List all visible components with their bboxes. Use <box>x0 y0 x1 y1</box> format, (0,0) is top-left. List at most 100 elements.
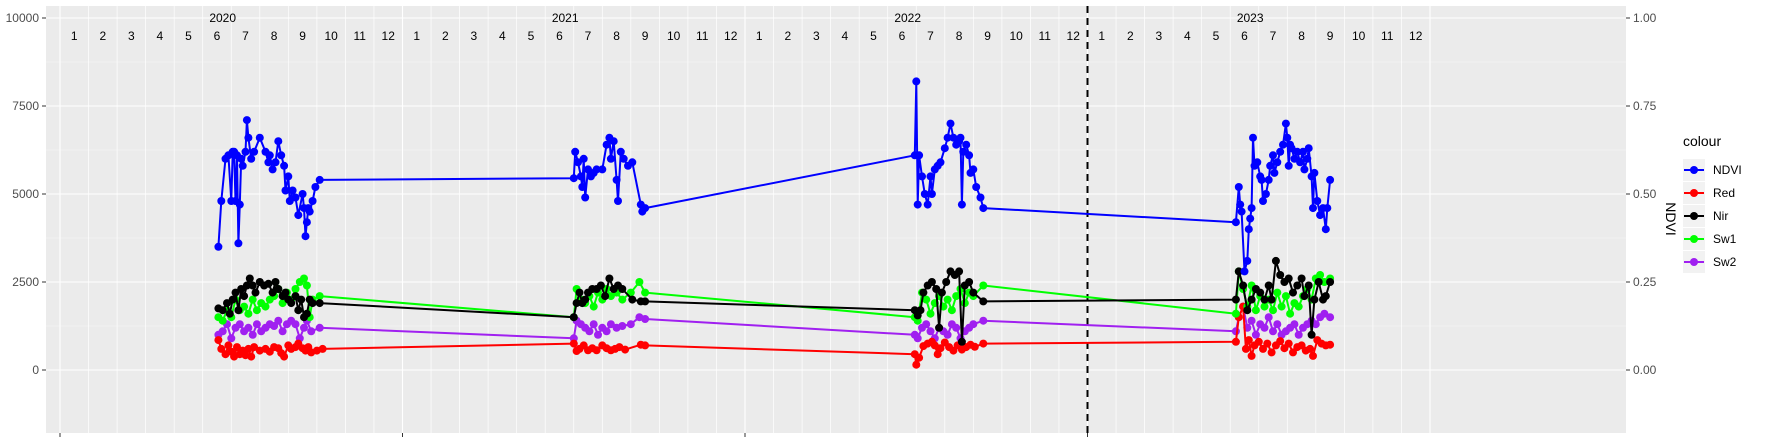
data-point-nir <box>308 299 317 308</box>
data-point-nir <box>315 299 324 308</box>
data-point-sw2 <box>606 320 615 329</box>
data-point-nir <box>245 274 254 283</box>
data-point-sw2 <box>1264 313 1273 322</box>
data-point-nir <box>1234 267 1243 276</box>
data-point-red <box>1259 344 1267 353</box>
data-point-ndvi <box>920 190 929 198</box>
data-point-sw2 <box>618 322 627 330</box>
data-point-sw1 <box>302 281 311 290</box>
data-point-ndvi <box>1296 158 1305 167</box>
data-point-sw2 <box>300 323 308 332</box>
data-point-sw2 <box>952 323 961 332</box>
data-point-nir <box>1307 330 1316 339</box>
month-label: 8 <box>956 29 963 43</box>
legend-title: colour <box>1683 133 1721 149</box>
month-label: 6 <box>1241 29 1248 43</box>
data-point-sw1 <box>1273 288 1282 297</box>
data-point-sw2 <box>1326 313 1335 322</box>
data-point-red <box>247 352 256 361</box>
data-point-ndvi <box>578 183 587 191</box>
data-point-ndvi <box>247 154 256 163</box>
month-label: 12 <box>382 29 396 43</box>
data-point-sw1 <box>261 302 270 311</box>
data-point-sw2 <box>926 327 935 336</box>
data-point-nir <box>297 295 306 304</box>
data-point-ndvi <box>915 151 924 160</box>
data-point-ndvi <box>1246 214 1255 223</box>
data-point-nir <box>1314 278 1323 286</box>
series-ndvi <box>214 77 1335 276</box>
legend-key-point <box>1690 189 1698 197</box>
year-label: 2020 <box>209 11 236 25</box>
month-label: 12 <box>1409 29 1423 43</box>
month-label: 5 <box>528 29 535 43</box>
data-point-red <box>936 344 945 353</box>
month-label: 11 <box>1038 29 1051 43</box>
data-point-ndvi <box>1236 200 1245 209</box>
data-point-sw2 <box>585 327 594 336</box>
data-point-sw2 <box>589 320 598 329</box>
right-axis-tick-label: 0.50 <box>1633 187 1657 201</box>
data-point-sw2 <box>602 327 611 336</box>
data-point-ndvi <box>641 204 650 213</box>
data-point-ndvi <box>579 154 588 163</box>
data-point-ndvi <box>277 151 286 160</box>
data-point-red <box>1306 344 1315 353</box>
month-label: 8 <box>271 29 278 43</box>
data-point-sw2 <box>1247 316 1256 325</box>
right-y-axis-title: NDVI <box>1663 202 1679 235</box>
month-label: 12 <box>724 29 738 43</box>
data-point-nir <box>1239 281 1248 290</box>
data-point-nir <box>927 278 936 286</box>
month-label: 4 <box>499 29 506 43</box>
data-point-sw1 <box>618 295 627 304</box>
data-point-ndvi <box>274 137 283 146</box>
data-point-ndvi <box>936 158 945 167</box>
data-point-sw1 <box>1286 309 1295 318</box>
year-labels: 2020 2021 2022 2023 <box>209 11 1264 25</box>
month-label: 5 <box>1213 29 1220 43</box>
month-label: 10 <box>1009 29 1023 43</box>
data-point-red <box>318 344 327 353</box>
data-point-nir <box>234 306 243 315</box>
data-point-sw2 <box>641 315 650 323</box>
month-label: 11 <box>353 29 366 43</box>
data-point-red <box>1231 337 1240 346</box>
data-point-ndvi <box>301 232 310 241</box>
series-layer <box>214 77 1335 369</box>
data-point-ndvi <box>315 175 324 184</box>
data-point-nir <box>218 306 227 315</box>
data-point-nir <box>1267 295 1276 304</box>
data-point-ndvi <box>969 165 978 174</box>
data-point-ndvi <box>1310 168 1319 177</box>
data-point-ndvi <box>1303 154 1312 163</box>
data-point-red <box>912 360 921 369</box>
data-point-red <box>621 345 630 354</box>
data-point-nir <box>572 299 581 308</box>
data-point-ndvi <box>250 147 259 156</box>
month-label: 1 <box>71 29 78 43</box>
data-point-ndvi <box>1316 211 1325 220</box>
data-point-red <box>592 346 601 355</box>
data-point-ndvi <box>255 133 264 142</box>
data-point-nir <box>1293 281 1302 290</box>
data-point-sw2 <box>218 327 227 336</box>
data-point-ndvi <box>959 147 968 156</box>
data-point-sw1 <box>1294 302 1303 311</box>
data-point-ndvi <box>268 165 277 174</box>
month-label: 9 <box>984 29 991 43</box>
data-point-nir <box>1231 295 1240 304</box>
data-point-sw1 <box>635 278 644 286</box>
right-axis-tick-label: 0.75 <box>1633 99 1657 113</box>
data-point-nir <box>955 267 964 276</box>
month-label: 4 <box>842 29 849 43</box>
data-point-nir <box>1289 288 1297 297</box>
data-point-ndvi <box>302 218 311 227</box>
data-point-nir <box>969 288 978 297</box>
data-point-red <box>1263 339 1272 348</box>
data-point-nir <box>1256 288 1265 297</box>
data-point-nir <box>1284 274 1293 283</box>
data-point-nir <box>231 288 240 297</box>
data-point-ndvi <box>217 197 226 205</box>
